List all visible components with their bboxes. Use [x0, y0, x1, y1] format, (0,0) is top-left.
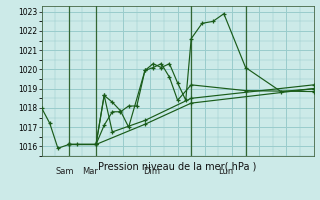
Text: Sam: Sam — [55, 167, 74, 176]
Text: Dim: Dim — [144, 167, 161, 176]
X-axis label: Pression niveau de la mer( hPa ): Pression niveau de la mer( hPa ) — [99, 162, 257, 172]
Text: Mar: Mar — [83, 167, 98, 176]
Text: Lun: Lun — [219, 167, 234, 176]
